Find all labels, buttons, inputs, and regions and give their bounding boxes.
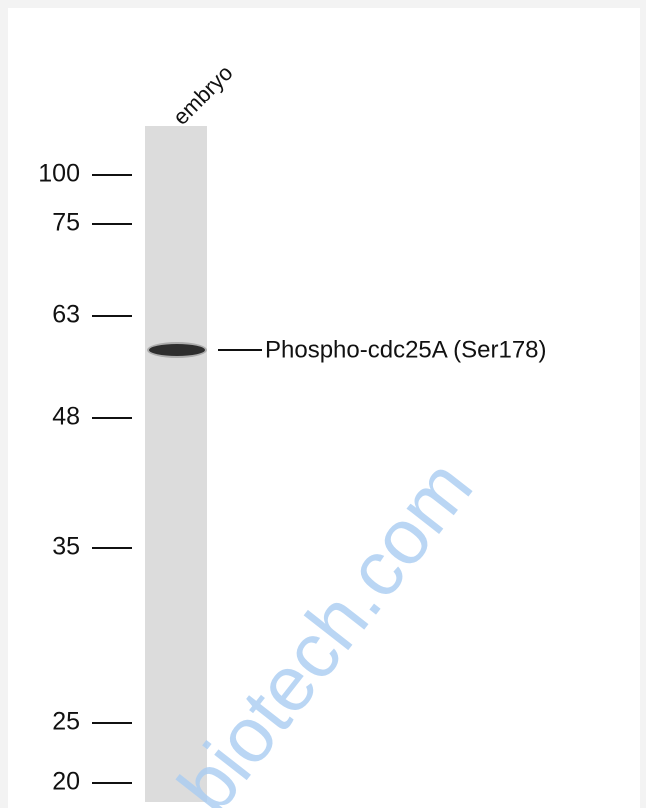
band-label: Phospho-cdc25A (Ser178) [265, 336, 547, 363]
marker-label: 48 [52, 403, 80, 431]
marker-label: 100 [38, 160, 80, 188]
marker-label: 63 [52, 301, 80, 329]
marker-label: 25 [52, 708, 80, 736]
blot-figure: embryo Phospho-cdc25A (Ser178) biotech.c… [0, 0, 646, 808]
marker-label: 20 [52, 768, 80, 796]
marker-label: 75 [52, 209, 80, 237]
lane [145, 126, 207, 802]
marker-label: 35 [52, 533, 80, 561]
band-halo [147, 342, 207, 358]
